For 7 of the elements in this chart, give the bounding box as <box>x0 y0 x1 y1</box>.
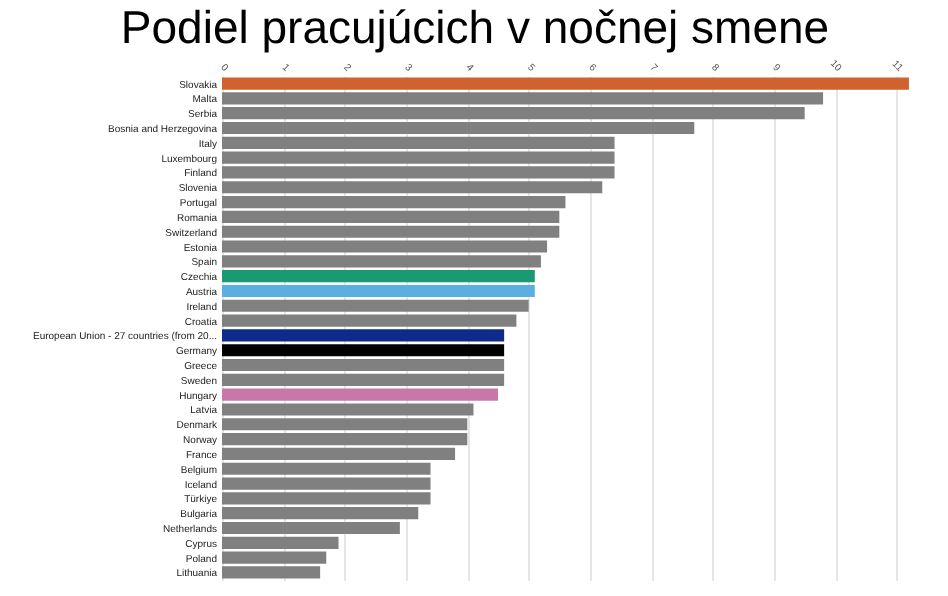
bar <box>222 388 498 401</box>
bar <box>222 284 535 298</box>
bar <box>222 344 505 357</box>
bar <box>222 329 505 342</box>
bar <box>222 270 535 283</box>
bar <box>222 77 909 90</box>
chart-title: Podiel pracujúcich v nočnej smene <box>120 1 830 54</box>
